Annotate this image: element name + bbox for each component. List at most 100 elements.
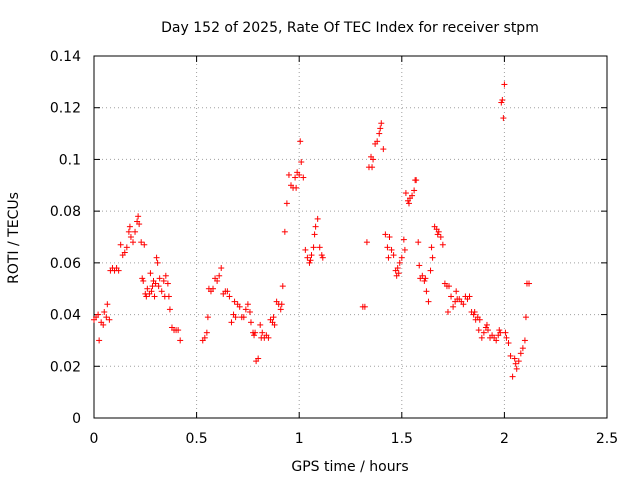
data-point (136, 221, 143, 228)
data-point (177, 337, 184, 344)
data-point (395, 270, 402, 277)
data-point (166, 306, 173, 313)
data-point (285, 171, 292, 178)
data-point (277, 306, 284, 313)
data-point (394, 265, 401, 272)
data-point (484, 327, 491, 334)
data-point (402, 190, 409, 197)
data-point (512, 360, 519, 367)
data-point (257, 321, 264, 328)
data-point (141, 241, 148, 248)
data-point (148, 288, 155, 295)
data-point (470, 311, 477, 318)
data-point (513, 365, 520, 372)
grid-lines (94, 56, 607, 418)
data-point (228, 319, 235, 326)
data-point (304, 254, 311, 261)
data-point (386, 234, 393, 240)
data-point (423, 288, 430, 295)
data-point (153, 254, 160, 261)
data-point (316, 244, 323, 251)
data-point (369, 164, 376, 171)
data-point (152, 280, 159, 287)
data-point (308, 252, 315, 259)
data-point (377, 125, 384, 132)
data-point (298, 159, 305, 166)
data-point (499, 96, 506, 103)
data-point (123, 244, 130, 251)
data-point (480, 329, 487, 336)
data-point (434, 231, 441, 238)
data-point (460, 301, 467, 308)
data-point (300, 174, 307, 181)
data-point (100, 321, 107, 328)
y-tick-label: 0.08 (50, 204, 81, 220)
data-point (160, 277, 167, 284)
data-point (270, 314, 277, 321)
data-point (493, 337, 500, 344)
data-point (496, 327, 503, 334)
data-point (236, 303, 243, 310)
data-point (437, 234, 444, 240)
data-point (302, 246, 309, 253)
data-point (435, 228, 442, 235)
data-point (384, 244, 391, 251)
x-tick-label: 2 (500, 431, 509, 447)
data-point (283, 200, 290, 207)
data-point (312, 223, 319, 230)
data-point (201, 334, 208, 341)
y-tick-labels: 0 0.02 0.04 0.06 0.08 0.1 0.12 0.14 (50, 49, 81, 427)
data-point (376, 130, 383, 137)
data-point (509, 373, 516, 380)
data-point (429, 254, 436, 261)
data-point (419, 272, 426, 279)
data-point (296, 171, 303, 178)
data-point (448, 293, 455, 300)
data-point (318, 252, 325, 259)
data-point (203, 329, 210, 336)
data-point (218, 265, 225, 272)
data-point (444, 308, 451, 315)
data-point (511, 355, 518, 362)
data-point (164, 280, 171, 287)
data-point (409, 192, 416, 199)
data-point (522, 314, 529, 321)
data-point (361, 303, 368, 310)
data-point (143, 293, 150, 300)
y-tick-label: 0 (72, 411, 81, 427)
data-point (132, 228, 139, 235)
data-point (306, 259, 313, 266)
x-tick-label: 0 (90, 431, 99, 447)
data-point (293, 184, 300, 191)
data-point (478, 334, 485, 341)
data-point (214, 277, 221, 284)
data-point (319, 254, 326, 261)
data-point (155, 283, 162, 290)
data-point (519, 345, 526, 352)
data-point (255, 355, 262, 362)
x-tick-label: 1.5 (391, 431, 413, 447)
y-axis-label: ROTI / TECUs (6, 192, 22, 284)
data-point (450, 303, 457, 310)
data-point (378, 120, 385, 127)
data-point (154, 259, 161, 266)
x-axis-label: GPS time / hours (291, 459, 408, 475)
data-point (307, 257, 314, 264)
data-point (413, 177, 420, 184)
x-tick-label: 0.5 (185, 431, 207, 447)
data-point (96, 337, 103, 344)
data-point (240, 314, 247, 321)
data-point (125, 228, 132, 235)
data-point (314, 215, 321, 222)
data-point (251, 332, 258, 339)
data-point (396, 259, 403, 266)
data-point (246, 308, 253, 315)
data-point (428, 244, 435, 251)
data-point (521, 337, 528, 344)
data-point (156, 275, 163, 282)
data-point (425, 298, 432, 305)
data-point (475, 327, 482, 334)
data-point (101, 308, 108, 315)
